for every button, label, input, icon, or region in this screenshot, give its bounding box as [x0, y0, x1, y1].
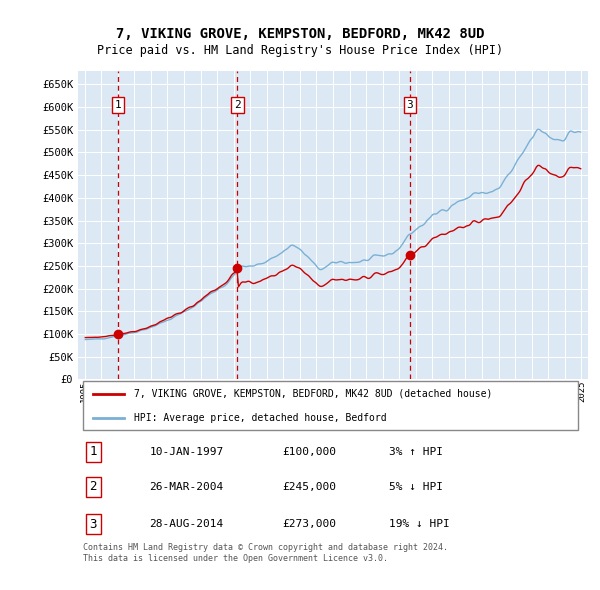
Text: 19% ↓ HPI: 19% ↓ HPI: [389, 519, 450, 529]
Text: HPI: Average price, detached house, Bedford: HPI: Average price, detached house, Bedf…: [134, 413, 387, 423]
Text: 7, VIKING GROVE, KEMPSTON, BEDFORD, MK42 8UD (detached house): 7, VIKING GROVE, KEMPSTON, BEDFORD, MK42…: [134, 389, 493, 399]
Text: £245,000: £245,000: [282, 482, 336, 492]
Text: 10-JAN-1997: 10-JAN-1997: [149, 447, 224, 457]
Text: Contains HM Land Registry data © Crown copyright and database right 2024.
This d: Contains HM Land Registry data © Crown c…: [83, 543, 448, 563]
Text: 26-MAR-2004: 26-MAR-2004: [149, 482, 224, 492]
Text: 1: 1: [89, 445, 97, 458]
Text: 2: 2: [89, 480, 97, 493]
Text: 1: 1: [115, 100, 122, 110]
Text: 5% ↓ HPI: 5% ↓ HPI: [389, 482, 443, 492]
Text: £273,000: £273,000: [282, 519, 336, 529]
Text: 28-AUG-2014: 28-AUG-2014: [149, 519, 224, 529]
FancyBboxPatch shape: [83, 381, 578, 430]
Text: Price paid vs. HM Land Registry's House Price Index (HPI): Price paid vs. HM Land Registry's House …: [97, 44, 503, 57]
Text: 3: 3: [407, 100, 413, 110]
Text: 3: 3: [89, 517, 97, 530]
Text: 7, VIKING GROVE, KEMPSTON, BEDFORD, MK42 8UD: 7, VIKING GROVE, KEMPSTON, BEDFORD, MK42…: [116, 27, 484, 41]
Text: 3% ↑ HPI: 3% ↑ HPI: [389, 447, 443, 457]
Text: £100,000: £100,000: [282, 447, 336, 457]
Text: 2: 2: [234, 100, 241, 110]
